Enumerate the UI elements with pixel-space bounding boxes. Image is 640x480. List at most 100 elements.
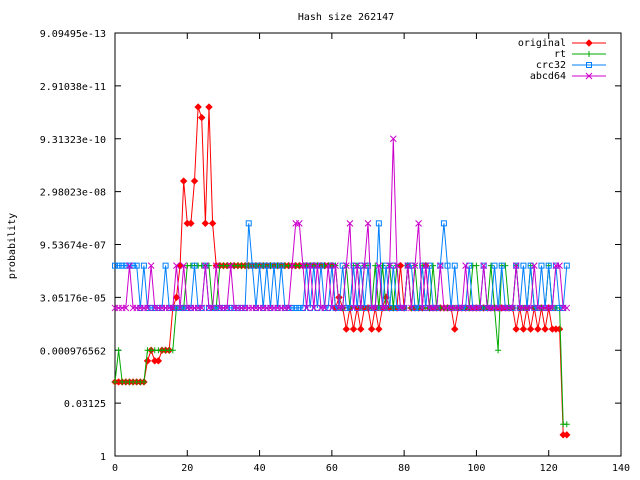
data-point-crc32	[173, 304, 180, 311]
data-point-abcd64	[328, 304, 336, 312]
data-point-original	[512, 325, 520, 333]
data-point-crc32	[115, 262, 122, 269]
y-tick-label: 0.03125	[64, 399, 106, 410]
axis-ticks: 0 20 40 60 80 100 120 140 1 0.03125 0.000976562 3.0…	[40, 29, 630, 474]
data-point-crc32	[466, 262, 473, 269]
data-point-rt	[375, 304, 382, 311]
data-point-abcd64	[332, 262, 339, 270]
data-point-crc32	[354, 304, 361, 311]
data-point-crc32	[299, 304, 306, 311]
y-tick-label: 9.53674e-07	[40, 241, 106, 252]
data-point-crc32	[520, 262, 527, 269]
x-tick-label: 80	[398, 463, 410, 474]
data-point-rt	[169, 347, 176, 354]
data-point-crc32	[249, 262, 256, 269]
data-point-abcd64	[393, 262, 401, 270]
data-point-abcd64	[375, 262, 383, 270]
legend-label-abcd64: abcd64	[530, 71, 566, 82]
data-point-crc32	[122, 262, 129, 269]
legend-label-original: original	[518, 38, 566, 49]
data-point-abcd64	[458, 304, 466, 312]
chart-title: Hash size 262147	[298, 12, 394, 23]
data-point-abcd64	[306, 262, 314, 270]
data-point-crc32	[386, 304, 393, 311]
data-point-abcd64	[285, 304, 292, 312]
data-point-crc32	[545, 262, 552, 269]
data-point-original	[190, 177, 199, 185]
data-point-crc32	[314, 304, 321, 311]
data-point-crc32	[332, 304, 339, 311]
series-abcd64	[111, 135, 571, 312]
data-point-crc32	[422, 304, 429, 311]
data-point-crc32	[350, 262, 357, 269]
data-point-abcd64	[223, 304, 231, 312]
data-point-abcd64	[548, 304, 556, 312]
data-point-abcd64	[122, 304, 130, 312]
data-point-abcd64	[357, 304, 365, 312]
data-point-crc32	[133, 262, 140, 269]
data-point-original	[519, 325, 528, 333]
data-point-abcd64	[147, 262, 155, 270]
data-point-original	[563, 431, 571, 439]
data-point-crc32	[390, 262, 397, 269]
data-point-crc32	[462, 304, 469, 311]
x-tick-label: 120	[540, 463, 558, 474]
data-point-abcd64	[480, 262, 488, 270]
data-point-abcd64	[350, 304, 357, 312]
data-point-crc32	[303, 262, 310, 269]
x-tick-label: 100	[467, 463, 485, 474]
data-point-original	[451, 325, 459, 333]
data-point-original	[154, 357, 163, 365]
data-point-crc32	[227, 304, 234, 311]
data-point-crc32	[393, 304, 400, 311]
x-tick-label: 40	[254, 463, 266, 474]
data-point-crc32	[328, 262, 335, 269]
data-point-abcd64	[295, 219, 303, 227]
data-point-crc32	[310, 262, 317, 269]
x-tick-label: 140	[612, 463, 630, 474]
data-point-abcd64	[169, 304, 177, 312]
data-point-abcd64	[433, 304, 441, 312]
data-point-abcd64	[512, 262, 520, 270]
data-point-abcd64	[364, 219, 372, 227]
data-point-abcd64	[361, 262, 368, 270]
y-axis-label: probability	[7, 213, 18, 279]
data-point-abcd64	[527, 304, 534, 312]
data-point-crc32	[263, 262, 270, 269]
data-point-abcd64	[346, 219, 354, 227]
data-point-abcd64	[400, 304, 408, 312]
data-point-crc32	[191, 262, 198, 269]
data-point-abcd64	[353, 262, 361, 270]
data-point-abcd64	[436, 262, 444, 270]
legend-marker-original	[585, 39, 593, 47]
data-point-abcd64	[176, 304, 184, 312]
data-point-rt	[205, 262, 212, 269]
data-point-original	[375, 325, 383, 333]
data-point-rt	[115, 347, 122, 354]
data-point-crc32	[426, 262, 433, 269]
data-point-original	[534, 325, 542, 333]
data-point-rt	[502, 262, 509, 269]
data-point-crc32	[112, 262, 118, 269]
data-point-rt	[390, 304, 397, 311]
data-point-original	[187, 219, 195, 228]
data-point-abcd64	[556, 262, 563, 270]
data-point-original	[555, 325, 564, 333]
data-point-crc32	[343, 304, 350, 311]
data-point-rt	[495, 347, 502, 354]
data-point-crc32	[451, 262, 458, 269]
data-point-crc32	[130, 262, 137, 269]
data-point-crc32	[296, 304, 303, 311]
data-point-rt	[563, 421, 570, 428]
legend-label-crc32: crc32	[536, 60, 566, 71]
data-point-abcd64	[180, 262, 188, 270]
data-point-abcd64	[212, 262, 220, 270]
data-point-abcd64	[411, 262, 419, 270]
data-point-crc32	[148, 304, 155, 311]
data-point-crc32	[180, 304, 187, 311]
data-point-abcd64	[324, 262, 332, 270]
data-point-abcd64	[173, 262, 180, 270]
data-point-original	[205, 103, 213, 111]
data-point-crc32	[245, 220, 252, 227]
